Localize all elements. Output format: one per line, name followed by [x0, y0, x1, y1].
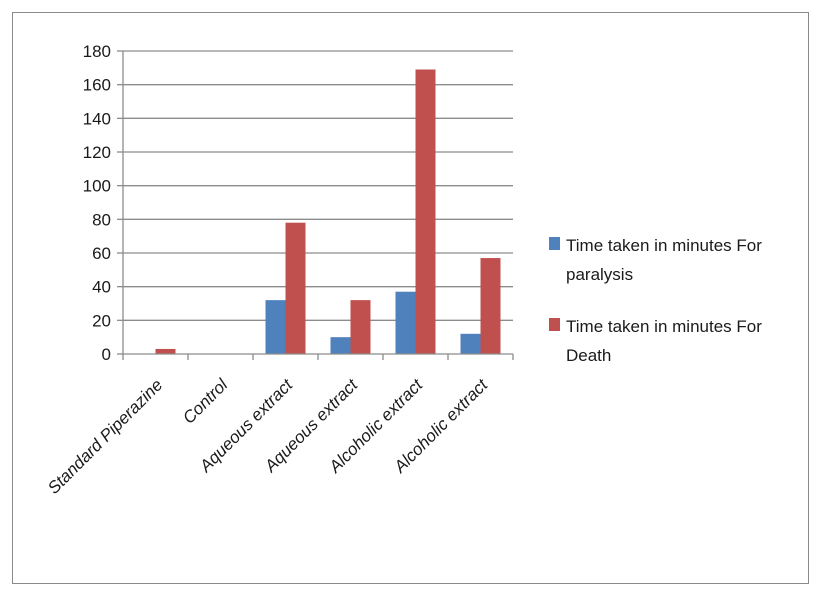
bar	[395, 291, 416, 354]
y-tick-label: 60	[92, 244, 111, 263]
bar	[265, 300, 286, 354]
y-tick-label: 180	[83, 42, 111, 61]
y-axis-ticks: 0 20 40 60 80 100 120 140 160 180	[83, 42, 123, 364]
y-tick-label: 140	[83, 109, 111, 128]
y-tick-label: 100	[83, 177, 111, 196]
y-tick-label: 40	[92, 278, 111, 297]
y-tick-label: 20	[92, 311, 111, 330]
x-category-label: Standard Piperazine	[44, 375, 166, 497]
y-tick-label: 0	[102, 345, 111, 364]
bar	[480, 258, 501, 354]
bar	[285, 222, 306, 354]
y-tick-label: 120	[83, 143, 111, 162]
bars	[155, 69, 501, 355]
bar	[460, 333, 481, 354]
gridlines	[123, 50, 513, 321]
y-tick-label: 160	[83, 76, 111, 95]
bar	[350, 300, 371, 354]
legend-label: Time taken in minutes For	[566, 317, 762, 336]
legend-swatch	[549, 318, 560, 331]
legend: Time taken in minutes For paralysis Time t…	[549, 236, 762, 365]
bar	[415, 69, 436, 355]
legend-label: Time taken in minutes For	[566, 236, 762, 255]
axes	[122, 51, 513, 355]
y-tick-label: 80	[92, 210, 111, 229]
legend-label: Death	[566, 346, 611, 365]
legend-label: paralysis	[566, 265, 633, 284]
bar	[155, 348, 176, 354]
x-category-label: Control	[179, 375, 232, 428]
legend-swatch	[549, 237, 560, 250]
bar	[330, 337, 351, 354]
